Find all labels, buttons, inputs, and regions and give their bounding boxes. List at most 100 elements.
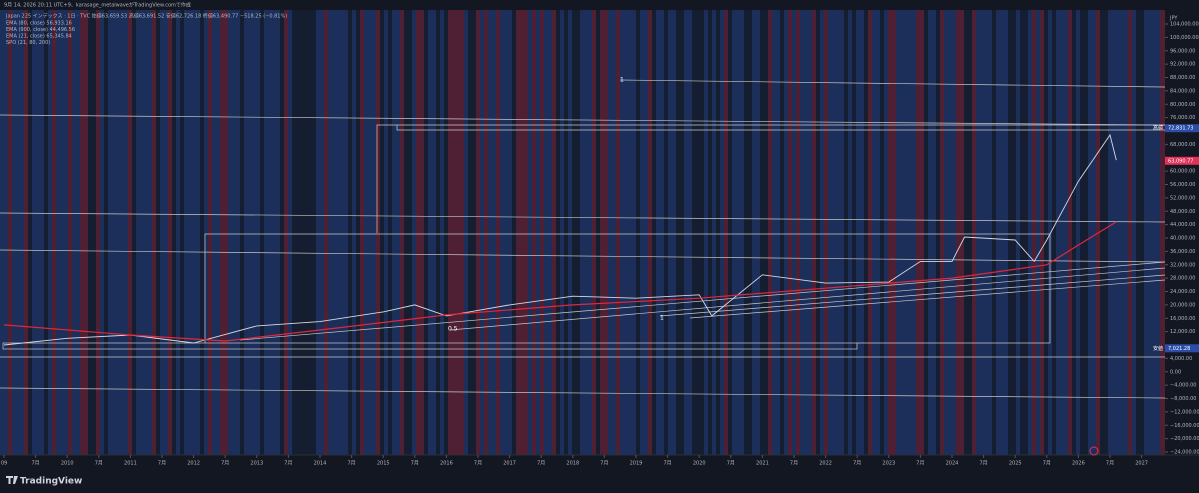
band — [1048, 10, 1052, 455]
band — [452, 10, 456, 455]
band — [848, 10, 852, 455]
band — [196, 10, 200, 455]
band — [116, 10, 120, 455]
band — [816, 10, 820, 455]
band — [892, 10, 896, 455]
band — [416, 10, 420, 455]
x-tick-label: 2020 — [693, 461, 706, 467]
band — [1008, 10, 1012, 455]
band — [272, 10, 276, 455]
band — [960, 10, 964, 455]
band — [528, 10, 532, 455]
band — [376, 10, 380, 455]
band — [212, 10, 216, 455]
band — [840, 10, 844, 455]
band — [804, 10, 808, 455]
y-tick-label: 100,000.00 — [1170, 35, 1199, 41]
x-tick-label: 7月 — [32, 461, 40, 467]
y-tick-label: 60,000.00 — [1170, 169, 1195, 175]
band — [504, 10, 508, 455]
band — [772, 10, 776, 455]
band — [948, 10, 952, 455]
band — [500, 10, 504, 455]
band — [792, 10, 796, 455]
annotation: 0.5 — [448, 326, 458, 333]
x-tick-label: 7月 — [284, 461, 292, 467]
band — [144, 10, 148, 455]
x-tick-label: 7月 — [411, 461, 419, 467]
band — [536, 10, 540, 455]
price-marker — [1165, 124, 1199, 133]
band — [104, 10, 108, 455]
band — [340, 10, 344, 455]
y-tick-label: 56,000.00 — [1170, 182, 1195, 188]
band — [232, 10, 236, 455]
band — [260, 10, 264, 455]
band — [204, 10, 208, 455]
band — [1108, 10, 1112, 455]
band — [780, 10, 784, 455]
band — [88, 10, 92, 455]
x-tick-label: 2018 — [566, 461, 579, 467]
band — [1000, 10, 1004, 455]
band — [652, 10, 656, 455]
price-marker-label: 7,021.28 — [1168, 346, 1190, 352]
band — [620, 10, 624, 455]
band — [800, 10, 804, 455]
x-tick-label: 2022 — [819, 461, 832, 467]
band — [1104, 10, 1108, 455]
band — [616, 10, 620, 455]
band — [680, 10, 684, 455]
x-tick-label: 7月 — [980, 461, 988, 467]
band — [740, 10, 744, 455]
band — [12, 10, 16, 455]
band — [316, 10, 320, 455]
x-tick-label: 7月 — [158, 461, 166, 467]
band — [1032, 10, 1036, 455]
band — [360, 10, 364, 455]
band — [888, 10, 892, 455]
band — [428, 10, 432, 455]
band — [724, 10, 728, 455]
bands — [0, 10, 1168, 455]
band — [876, 10, 880, 455]
band — [552, 10, 556, 455]
band — [188, 10, 192, 455]
x-tick-label: 2010 — [61, 461, 74, 467]
band — [92, 10, 96, 455]
band — [288, 10, 292, 455]
band — [560, 10, 564, 455]
band — [640, 10, 644, 455]
band — [612, 10, 616, 455]
band — [124, 10, 128, 455]
band — [692, 10, 696, 455]
band — [592, 10, 596, 455]
band — [148, 10, 152, 455]
band — [400, 10, 404, 455]
x-tick-label: 2017 — [503, 461, 516, 467]
band — [924, 10, 928, 455]
y-tick-label: 52,000.00 — [1170, 195, 1195, 201]
y-axis-panel — [1165, 10, 1199, 460]
x-tick-label: 7月 — [790, 461, 798, 467]
price-marker-name: 高値 — [1153, 125, 1163, 132]
y-tick-label: 28,000.00 — [1170, 276, 1195, 282]
y-tick-label: 0.00 — [1170, 369, 1181, 375]
band — [320, 10, 324, 455]
band — [460, 10, 464, 455]
band — [368, 10, 372, 455]
replay-icon[interactable] — [1089, 446, 1099, 456]
band — [16, 10, 20, 455]
band — [0, 10, 4, 455]
band — [168, 10, 172, 455]
band — [760, 10, 764, 455]
band — [900, 10, 904, 455]
band — [180, 10, 184, 455]
band — [1136, 10, 1140, 455]
band — [828, 10, 832, 455]
band — [384, 10, 388, 455]
band — [1152, 10, 1156, 455]
band — [584, 10, 588, 455]
band — [776, 10, 780, 455]
band — [264, 10, 268, 455]
